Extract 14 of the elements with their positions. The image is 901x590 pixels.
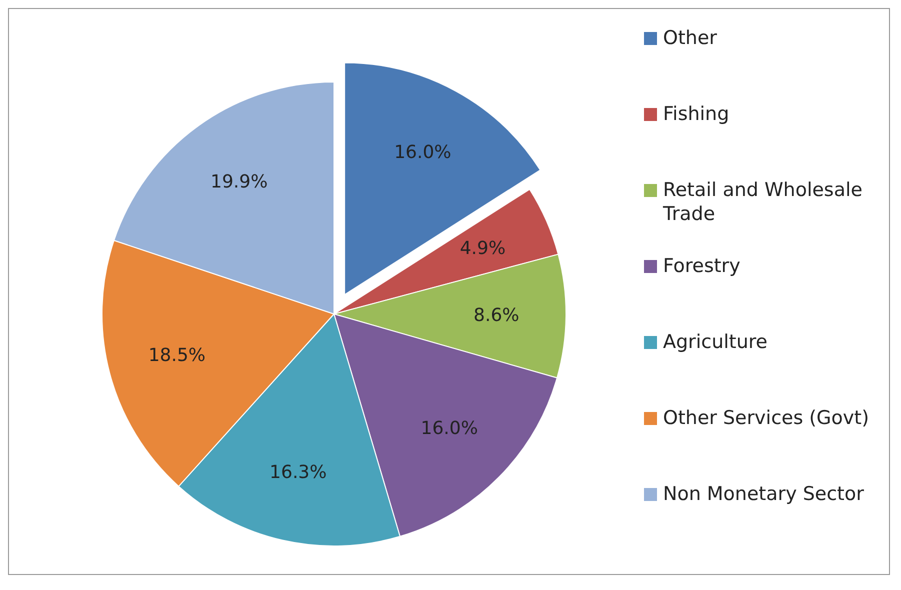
legend-label: Other Services (Govt) [663,406,870,430]
data-label: 16.0% [420,418,478,439]
legend-label: Other [663,26,717,50]
legend-label: Retail and Wholesale Trade [663,178,864,226]
data-label: 19.9% [210,172,268,193]
data-label: 8.6% [474,305,520,326]
legend-label: Non Monetary Sector [663,482,864,506]
legend-label: Forestry [663,254,740,278]
data-label: 18.5% [148,344,206,366]
legend-label: Fishing [663,102,730,126]
legend-label: Agriculture [663,330,768,354]
data-label: 16.3% [270,462,327,483]
data-label: 16.0% [394,142,452,163]
data-label: 4.9% [460,238,506,260]
